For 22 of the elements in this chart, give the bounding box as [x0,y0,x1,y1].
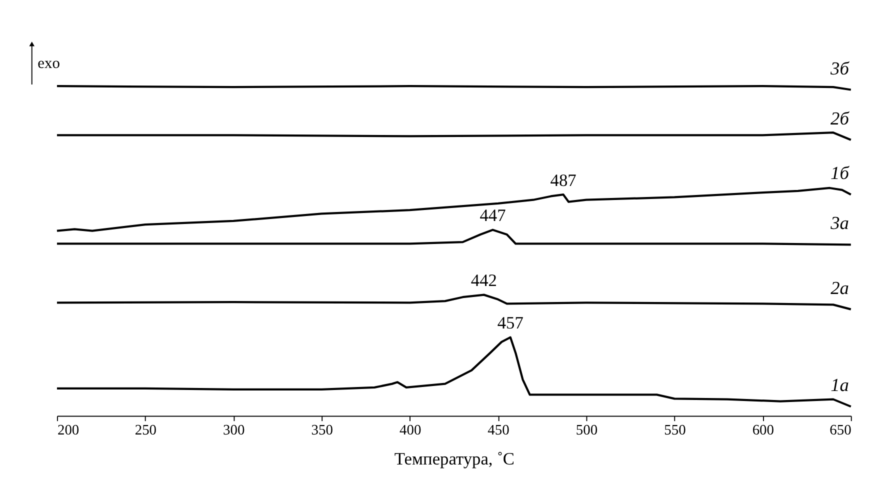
x-tick-label: 650 [830,422,852,439]
x-tick-label: 300 [223,422,245,439]
x-tick-label: 400 [399,422,422,439]
x-tick-label: 250 [134,422,157,439]
x-tick-label: 450 [488,422,510,439]
x-tick-label: 200 [57,422,80,439]
annotation: 487 [550,170,577,190]
series-label: 1а [830,375,849,396]
x-axis-title: Температура, ˚C [394,450,514,469]
series-label: 3б [830,58,850,78]
x-tick-label: 600 [752,422,774,439]
series-label: 1б [830,163,850,184]
series-label: 2а [830,278,849,298]
annotation: 457 [497,314,524,333]
text: exo [38,55,60,72]
x-tick-label: 350 [311,422,333,439]
x-tick-label: 550 [664,422,686,439]
annotation: 447 [480,206,506,226]
x-tick-label: 500 [576,422,598,439]
series-label: 2б [830,108,850,128]
series-label: 3а [830,213,849,234]
annotation: 442 [470,271,497,290]
